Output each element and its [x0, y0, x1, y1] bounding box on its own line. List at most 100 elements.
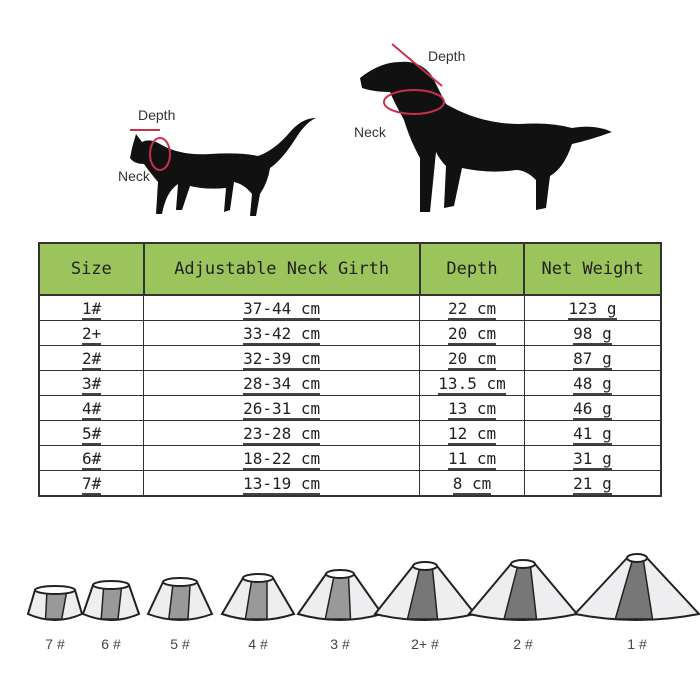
cone-size-label: 2 # [513, 636, 533, 652]
cone-size-label: 4 # [248, 636, 268, 652]
cell-text: 37-44 cm [243, 298, 321, 320]
cell-text: 26-31 cm [243, 398, 321, 420]
cell-net-weight: 123 g [523, 294, 662, 321]
cone-size-label: 6 # [101, 636, 121, 652]
cell-text: 21 g [573, 473, 612, 495]
size-chart-table: Size Adjustable Neck Girth Depth Net Wei… [38, 242, 662, 497]
cone-collar [467, 559, 579, 621]
header-net-weight: Net Weight [523, 242, 662, 296]
table-row: 6# 18-22 cm 11 cm 31 g [38, 445, 662, 471]
cell-depth: 13 cm [419, 395, 525, 421]
cell-text: 2# [81, 348, 102, 370]
cell-text: 33-42 cm [243, 323, 321, 345]
table-row: 1# 37-44 cm 22 cm 123 g [38, 294, 662, 321]
cone-collar [220, 573, 296, 621]
table-row: 3# 28-34 cm 13.5 cm 48 g [38, 370, 662, 396]
header-depth: Depth [418, 242, 526, 296]
cone-size-label: 3 # [330, 636, 350, 652]
cell-text: 4# [81, 398, 102, 420]
cell-depth: 20 cm [419, 345, 525, 371]
cone-size-label: 5 # [170, 636, 190, 652]
table-row: 4# 26-31 cm 13 cm 46 g [38, 395, 662, 421]
cone-size-label: 1 # [627, 636, 647, 652]
cell-text: 6# [81, 448, 102, 470]
cell-text: 20 cm [447, 323, 497, 345]
cell-text: 11 cm [447, 448, 497, 470]
header-neck-girth: Adjustable Neck Girth [142, 242, 421, 296]
cell-neck-girth: 37-44 cm [143, 294, 421, 321]
table-row: 2+ 33-42 cm 20 cm 98 g [38, 320, 662, 346]
cell-size: 3# [38, 370, 145, 396]
cell-depth: 11 cm [419, 445, 525, 471]
cell-neck-girth: 13-19 cm [143, 470, 421, 497]
cell-text: 12 cm [447, 423, 497, 445]
cell-depth: 12 cm [419, 420, 525, 446]
cell-neck-girth: 33-42 cm [143, 320, 421, 346]
cell-neck-girth: 28-34 cm [143, 370, 421, 396]
cell-text: 20 cm [447, 348, 497, 370]
cone-collar [81, 580, 141, 621]
table-row: 5# 23-28 cm 12 cm 41 g [38, 420, 662, 446]
cell-text: 7# [81, 473, 102, 495]
cone-collar [26, 585, 84, 621]
cat-depth-label: Depth [138, 107, 176, 123]
cell-neck-girth: 32-39 cm [143, 345, 421, 371]
dog-silhouette [360, 43, 612, 213]
cell-net-weight: 46 g [523, 395, 662, 421]
cat-neck-marker [149, 137, 171, 171]
cell-neck-girth: 26-31 cm [143, 395, 421, 421]
cell-net-weight: 98 g [523, 320, 662, 346]
table-header-row: Size Adjustable Neck Girth Depth Net Wei… [38, 242, 662, 296]
cell-text: 2+ [81, 323, 102, 345]
cell-text: 22 cm [447, 298, 497, 320]
cone-collar [573, 553, 700, 621]
cell-text: 28-34 cm [243, 373, 321, 395]
cell-neck-girth: 23-28 cm [143, 420, 421, 446]
cell-size: 1# [38, 294, 145, 321]
cell-text: 1# [81, 298, 102, 320]
table-row: 7# 13-19 cm 8 cm 21 g [38, 470, 662, 497]
cell-text: 31 g [573, 448, 612, 470]
cell-neck-girth: 18-22 cm [143, 445, 421, 471]
cone-size-label: 7 # [45, 636, 65, 652]
cell-text: 8 cm [452, 473, 492, 495]
cell-size: 4# [38, 395, 145, 421]
cell-size: 7# [38, 470, 145, 497]
dog-neck-label: Neck [354, 124, 386, 140]
cell-size: 6# [38, 445, 145, 471]
cell-text: 13.5 cm [438, 373, 506, 395]
dog-depth-marker [391, 43, 443, 87]
cone-size-label: 2+ # [411, 636, 439, 652]
cell-depth: 13.5 cm [419, 370, 525, 396]
cell-net-weight: 48 g [523, 370, 662, 396]
cell-text: 23-28 cm [243, 423, 321, 445]
cell-size: 5# [38, 420, 145, 446]
cell-net-weight: 87 g [523, 345, 662, 371]
cone-collars-lineup [26, 553, 700, 621]
cell-net-weight: 31 g [523, 445, 662, 471]
cell-text: 46 g [573, 398, 612, 420]
cell-text: 13-19 cm [243, 473, 321, 495]
cell-depth: 8 cm [419, 470, 525, 497]
cell-text: 13 cm [447, 398, 497, 420]
cat-silhouette [130, 118, 316, 216]
header-size: Size [38, 242, 145, 296]
cell-text: 98 g [573, 323, 612, 345]
cell-text: 3# [81, 373, 102, 395]
cell-text: 48 g [573, 373, 612, 395]
cell-net-weight: 41 g [523, 420, 662, 446]
cell-size: 2+ [38, 320, 145, 346]
dog-neck-marker [383, 89, 445, 115]
cone-collar [296, 569, 384, 621]
dog-depth-label: Depth [428, 48, 466, 64]
cell-net-weight: 21 g [523, 470, 662, 497]
cell-text: 18-22 cm [243, 448, 321, 470]
table-row: 2# 32-39 cm 20 cm 87 g [38, 345, 662, 371]
cone-collar [146, 577, 214, 621]
cell-text: 87 g [573, 348, 612, 370]
cell-text: 41 g [573, 423, 612, 445]
cell-text: 123 g [568, 298, 617, 320]
cell-text: 32-39 cm [243, 348, 321, 370]
cell-text: 5# [81, 423, 102, 445]
cone-collar [373, 561, 477, 621]
